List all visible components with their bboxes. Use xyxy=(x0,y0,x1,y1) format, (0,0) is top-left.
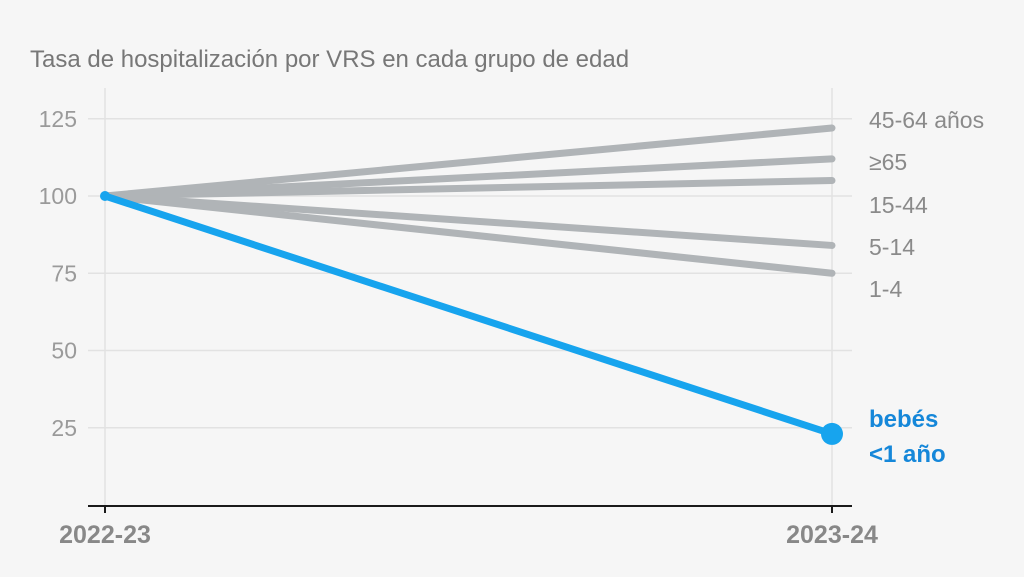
y-tick-label: 25 xyxy=(51,415,77,441)
grid xyxy=(88,88,852,506)
series-line xyxy=(101,177,836,200)
series-line xyxy=(101,192,836,277)
y-tick-label: 100 xyxy=(39,183,77,209)
series-label: 15-44 xyxy=(869,192,928,218)
series-line xyxy=(101,192,836,249)
series-label: ≥65 xyxy=(869,149,907,175)
series-labels: 45-64 años ≥65 15-44 5-14 1-4 bebés <1 año xyxy=(869,107,984,468)
series-line xyxy=(101,192,836,438)
series-line xyxy=(101,124,836,200)
axes: 25 50 75 100 125 2022-23 2023-24 xyxy=(39,106,878,549)
chart-title: Tasa de hospitalización por VRS en cada … xyxy=(30,46,629,73)
y-tick-label: 125 xyxy=(39,106,77,132)
series-line xyxy=(101,155,836,200)
series-start-point xyxy=(100,191,110,201)
series-label: bebés xyxy=(869,406,938,433)
y-tick-label: 75 xyxy=(51,260,77,286)
y-tick-label: 50 xyxy=(51,338,77,364)
series-label: 45-64 años xyxy=(869,107,984,133)
series-end-point xyxy=(821,422,843,445)
x-tick-label: 2023-24 xyxy=(786,521,878,549)
series-label: 5-14 xyxy=(869,234,915,260)
x-tick-label: 2022-23 xyxy=(59,521,151,549)
series-label: 1-4 xyxy=(869,276,902,302)
series-lines xyxy=(100,124,843,445)
series-label: <1 año xyxy=(869,441,946,468)
